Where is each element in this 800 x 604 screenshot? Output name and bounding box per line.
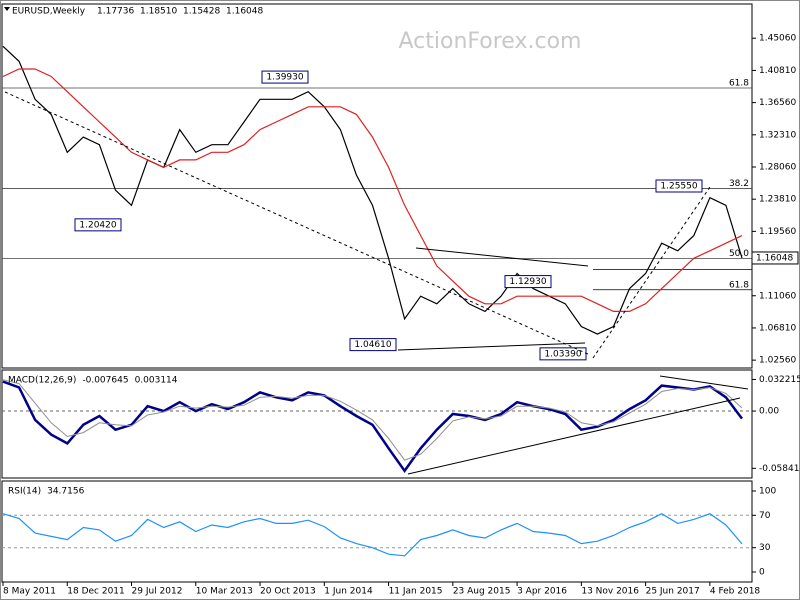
series-line (2, 513, 743, 557)
ohlc-high: 1.18510 (140, 7, 177, 17)
y-tick-label: 0.00 (759, 407, 779, 417)
y-tick-label: 1.23810 (759, 195, 796, 205)
y-tick-label: 1.32310 (759, 130, 796, 140)
series-line (2, 45, 743, 335)
x-tick-label: 25 Jun 2017 (646, 587, 700, 597)
price-annotation: 1.20420 (74, 218, 122, 232)
level-label: 61.8 (729, 280, 749, 290)
ohlc-low: 1.15428 (183, 7, 220, 17)
y-tick-label: -0.058413 (759, 464, 800, 474)
price-annotation: 1.12930 (504, 275, 552, 289)
y-tick-label: 70 (759, 511, 771, 521)
annotation-label: 1.25550 (660, 182, 697, 192)
x-tick-label: 18 Dec 2011 (67, 587, 125, 597)
y-tick-label: 0 (759, 568, 765, 578)
trendline (407, 397, 741, 475)
annotation-box (539, 347, 587, 361)
trendline (397, 342, 586, 351)
y-tick-label: 0.032215 (759, 375, 800, 385)
trendline (592, 186, 711, 359)
series-line (2, 380, 743, 474)
ohlc-close: 1.16048 (226, 7, 263, 17)
annotation-label: 1.20420 (79, 220, 116, 230)
indicator-value: 0.003114 (135, 376, 178, 386)
panel (1, 369, 753, 479)
annotation-label: 1.03390 (544, 349, 581, 359)
level-label: 38.2 (729, 179, 749, 189)
indicator-title: RSI(14) (8, 487, 41, 497)
x-tick-label: 3 Apr 2016 (517, 587, 567, 597)
x-tick-label: 10 Mar 2013 (196, 587, 253, 597)
annotation-box (504, 275, 552, 289)
annotation-box (655, 179, 703, 193)
y-tick-label: 1.36560 (759, 98, 796, 108)
y-tick-label: 1.06810 (759, 323, 796, 333)
x-tick-label: 4 Feb 2018 (710, 587, 761, 597)
trendline (415, 247, 589, 267)
indicator-title: MACD(12,26,9) (8, 376, 76, 386)
x-tick-label: 23 Aug 2015 (453, 587, 511, 597)
x-tick-label: 20 Oct 2013 (260, 587, 316, 597)
level-label: 61.8 (729, 78, 749, 88)
y-tick-label: 1.40810 (759, 66, 796, 76)
annotation-box (261, 70, 309, 84)
price-annotation: 1.39930 (261, 70, 309, 84)
x-tick-label: 13 Nov 2016 (581, 587, 639, 597)
indicator-value: 34.7156 (47, 487, 84, 497)
watermark: ActionForex.com (399, 29, 582, 54)
annotation-label: 1.39930 (266, 73, 303, 83)
trendline (659, 375, 749, 390)
x-tick-label: 1 Jun 2014 (324, 587, 373, 597)
price-annotation: 1.04610 (349, 338, 397, 352)
series-line (2, 379, 743, 461)
price-annotation: 1.25550 (655, 179, 703, 193)
annotation-box (74, 218, 122, 232)
y-tick-label: 1.45060 (759, 34, 796, 44)
annotation-box (349, 338, 397, 352)
level-label: 50.0 (729, 249, 749, 259)
y-tick-label: 1.19560 (759, 227, 796, 237)
last-price-box (751, 251, 799, 265)
x-tick-label: 29 Jul 2012 (132, 587, 183, 597)
symbol: EURUSD,Weekly (12, 7, 86, 17)
y-tick-label: 1.11060 (759, 291, 796, 301)
panel (1, 480, 753, 583)
y-tick-label: 1.28060 (759, 162, 796, 172)
ohlc-open: 1.17736 (97, 7, 134, 17)
y-tick-label: 30 (759, 543, 771, 553)
y-tick-label: 100 (759, 487, 776, 497)
panel (1, 3, 753, 369)
trendline (4, 91, 591, 356)
annotation-label: 1.04610 (354, 340, 391, 350)
y-tick-label: 1.02560 (759, 356, 796, 366)
last-price-label: 1.16048 (756, 253, 793, 263)
annotation-label: 1.12930 (509, 277, 546, 287)
x-tick-label: 11 Jan 2015 (389, 587, 443, 597)
price-annotation: 1.03390 (539, 347, 587, 361)
x-tick-label: 8 May 2011 (3, 587, 56, 597)
indicator-value: -0.007645 (82, 376, 128, 386)
series-line (2, 68, 743, 312)
menu-arrow (4, 7, 10, 11)
